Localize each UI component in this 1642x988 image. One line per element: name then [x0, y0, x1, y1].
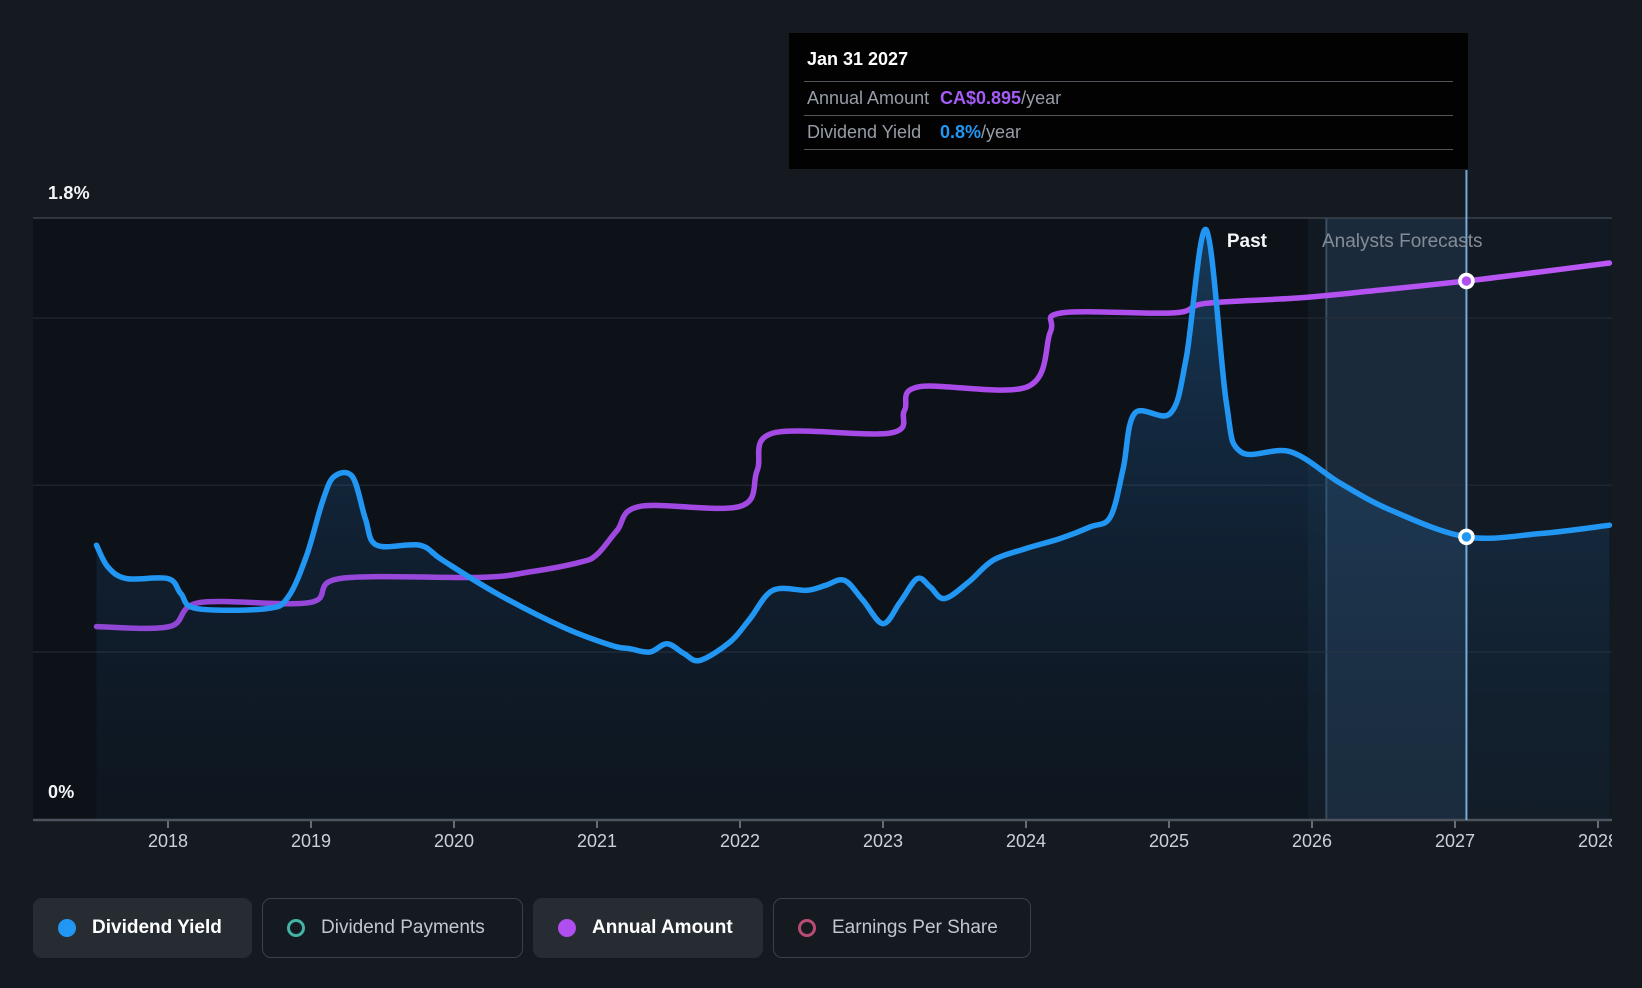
tooltip-value-suffix: /year — [1021, 88, 1062, 108]
tooltip-divider — [804, 81, 1453, 82]
legend-dot-icon — [558, 919, 576, 937]
legend-ring-icon — [798, 919, 816, 937]
annual-amount-marker[interactable] — [1458, 272, 1475, 290]
x-axis-label: 2024 — [1005, 831, 1047, 851]
tooltip-row-dividend-yield: Dividend Yield 0.8%/year — [789, 116, 1468, 149]
forecast-zone-label: Analysts Forecasts — [1322, 231, 1483, 252]
tooltip-value-suffix: /year — [981, 122, 1022, 142]
legend-toggle-annual-amount[interactable]: Annual Amount — [533, 898, 763, 958]
y-axis-min-label: 0% — [48, 782, 75, 802]
x-axis-label: 2021 — [576, 831, 618, 851]
x-axis-label: 2025 — [1148, 831, 1190, 851]
legend-ring-icon — [287, 919, 305, 937]
legend-dot-icon — [58, 919, 76, 937]
legend-label: Earnings Per Share — [832, 917, 998, 938]
tooltip-row-annual-amount: Annual Amount CA$0.895/year — [789, 82, 1468, 115]
legend-toggle-earnings-per-share[interactable]: Earnings Per Share — [773, 898, 1031, 958]
x-axis-label: 2028 — [1577, 831, 1612, 851]
legend-label: Annual Amount — [592, 917, 733, 938]
x-axis-label: 2019 — [290, 831, 332, 851]
tooltip-divider — [804, 115, 1453, 116]
tooltip-label: Annual Amount — [807, 88, 930, 108]
tooltip-label: Dividend Yield — [807, 122, 922, 142]
x-axis-labels: 2018 2019 2020 2021 2022 2023 2024 2025 2026 2027… — [0, 831, 1612, 855]
x-axis-label: 2027 — [1434, 831, 1476, 851]
y-axis-max-label: 1.8% — [48, 183, 90, 203]
annual-amount-line — [93, 260, 1613, 632]
legend-label: Dividend Yield — [92, 917, 222, 938]
past-zone-label: Past — [1226, 231, 1267, 252]
dividend-yield-line — [93, 226, 1613, 664]
x-axis-label: 2026 — [1291, 831, 1333, 851]
legend-label: Dividend Payments — [321, 917, 485, 938]
legend-toggle-dividend-yield[interactable]: Dividend Yield — [33, 898, 252, 958]
tooltip-date: Jan 31 2027 — [807, 49, 909, 69]
legend-toggle-dividend-payments[interactable]: Dividend Payments — [262, 898, 523, 958]
tooltip-value: 0.8% — [940, 122, 982, 142]
x-axis-label: 2018 — [147, 831, 189, 851]
tooltip-value: CA$0.895 — [940, 88, 1022, 108]
dividend-yield-area — [96, 229, 1610, 821]
x-axis-label: 2022 — [719, 831, 761, 851]
dividend-yield-marker[interactable] — [1458, 528, 1475, 546]
x-axis-label: 2020 — [433, 831, 475, 851]
x-axis-label: 2023 — [862, 831, 904, 851]
hover-tooltip: Jan 31 2027 Annual Amount CA$0.895/year … — [789, 33, 1468, 169]
tooltip-divider — [804, 149, 1453, 150]
